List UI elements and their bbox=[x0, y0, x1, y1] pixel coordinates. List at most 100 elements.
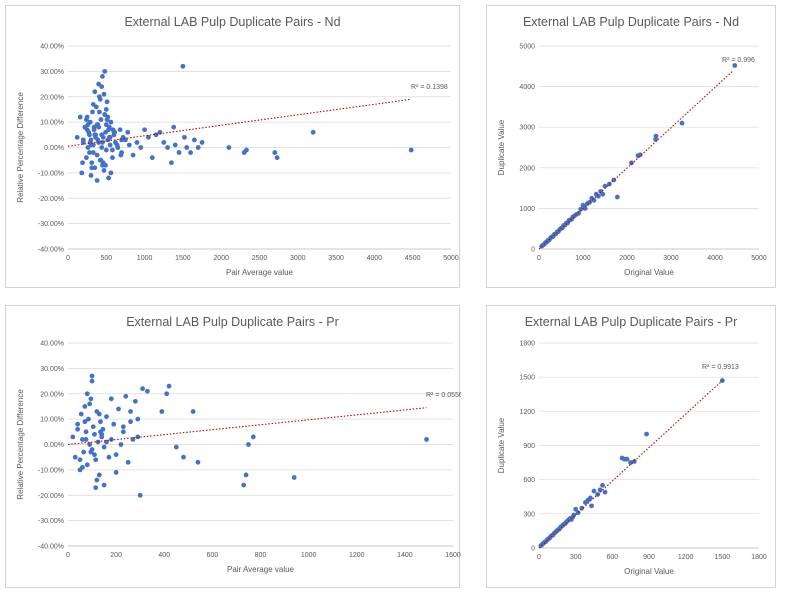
nd-duplicate-x-tick-label: 2000 bbox=[619, 255, 635, 262]
nd-rpd-data-point bbox=[88, 173, 94, 178]
nd-rpd-data-point bbox=[87, 132, 92, 138]
nd-rpd-data-point bbox=[310, 129, 316, 135]
nd-rpd-x-tick-label: 0 bbox=[66, 255, 70, 262]
pr-rpd-data-point bbox=[82, 404, 88, 409]
pr-duplicate-y-tick-label: 900 bbox=[523, 443, 535, 450]
pr-rpd-data-point bbox=[94, 477, 100, 483]
pr-rpd-data-point bbox=[159, 409, 165, 414]
nd-duplicate-data-point bbox=[653, 133, 659, 139]
nd-rpd-data-point bbox=[169, 160, 174, 166]
nd-rpd-data-point bbox=[99, 145, 105, 150]
pr-duplicate-y-tick-label: 600 bbox=[523, 477, 535, 484]
nd-rpd-y-tick-label: -10.00% bbox=[38, 170, 64, 177]
pr-rpd-data-point bbox=[101, 444, 107, 450]
pr-rpd-data-point bbox=[120, 424, 126, 430]
pr-rpd-data-point bbox=[116, 406, 121, 412]
pr-duplicate-data-point bbox=[719, 378, 725, 383]
nd-rpd-x-tick-label: 3000 bbox=[290, 255, 306, 262]
nd-duplicate-data-point bbox=[679, 120, 685, 126]
nd-rpd-x-tick-label: 3500 bbox=[328, 255, 344, 262]
nd-rpd-chart-title: External LAB Pulp Duplicate Pairs - Nd bbox=[124, 15, 341, 29]
pr-rpd-data-point bbox=[164, 391, 170, 397]
pr-rpd-data-point bbox=[77, 457, 83, 463]
pr-rpd-data-point bbox=[128, 409, 133, 414]
nd-rpd-data-point bbox=[106, 127, 111, 133]
nd-rpd-data-point bbox=[83, 155, 89, 161]
nd-rpd-data-point bbox=[161, 140, 167, 145]
pr-rpd-data-point bbox=[128, 419, 133, 425]
nd-rpd-data-point bbox=[134, 140, 140, 145]
nd-duplicate-chart-panel: External LAB Pulp Duplicate Pairs - Nd 0… bbox=[486, 5, 776, 288]
nd-rpd-data-point bbox=[119, 137, 125, 143]
pr-rpd-x-tick-label: 0 bbox=[66, 552, 70, 559]
pr-rpd-data-point bbox=[92, 431, 97, 437]
pr-duplicate-y-tick-label: 300 bbox=[523, 511, 535, 518]
nd-rpd-data-point bbox=[87, 150, 92, 155]
pr-duplicate-x-tick-label: 1500 bbox=[715, 554, 731, 561]
pr-rpd-data-point bbox=[113, 470, 119, 475]
nd-rpd-data-point bbox=[138, 145, 144, 150]
pr-rpd-data-point bbox=[108, 396, 114, 402]
nd-rpd-data-point bbox=[117, 127, 123, 133]
nd-rpd-y-tick-label: 0.00% bbox=[44, 145, 64, 152]
pr-rpd-data-point bbox=[87, 442, 93, 447]
pr-duplicate-y-tick-label: 1500 bbox=[519, 375, 535, 382]
pr-rpd-data-point bbox=[195, 459, 201, 465]
nd-rpd-chart-panel: External LAB Pulp Duplicate Pairs - Nd -… bbox=[5, 5, 460, 288]
pr-duplicate-chart-title: External LAB Pulp Duplicate Pairs - Pr bbox=[524, 315, 738, 329]
nd-rpd-data-point bbox=[176, 150, 182, 155]
pr-duplicate-x-tick-label: 0 bbox=[537, 554, 541, 561]
nd-rpd-data-point bbox=[272, 150, 278, 155]
nd-duplicate-x-tick-label: 5000 bbox=[751, 255, 767, 262]
nd-rpd-data-point bbox=[103, 162, 108, 168]
pr-rpd-data-point bbox=[96, 411, 102, 417]
nd-rpd-x-tick-label: 4000 bbox=[367, 255, 383, 262]
pr-duplicate-y-tick-label: 1200 bbox=[519, 409, 535, 416]
nd-rpd-data-point bbox=[99, 132, 105, 138]
nd-rpd-data-point bbox=[180, 63, 186, 69]
pr-rpd-data-point bbox=[89, 373, 95, 379]
pr-rpd-data-point bbox=[140, 386, 145, 392]
nd-rpd-y-axis-label: Relative Percentage Difference bbox=[16, 92, 25, 203]
pr-rpd-data-point bbox=[98, 429, 103, 435]
pr-rpd-data-point bbox=[90, 424, 96, 430]
nd-rpd-data-point bbox=[195, 145, 201, 150]
nd-rpd-data-point bbox=[90, 101, 96, 107]
nd-duplicate-chart-title: External LAB Pulp Duplicate Pairs - Nd bbox=[522, 15, 740, 29]
nd-rpd-data-point bbox=[142, 127, 148, 133]
nd-rpd-y-tick-label: 20.00% bbox=[40, 94, 64, 101]
pr-rpd-data-point bbox=[83, 429, 89, 435]
pr-duplicate-r-squared-label: R² = 0.9913 bbox=[702, 364, 739, 371]
pr-duplicate-x-tick-label: 1800 bbox=[751, 554, 767, 561]
pr-rpd-x-tick-label: 200 bbox=[110, 552, 122, 559]
pr-rpd-data-point bbox=[75, 426, 81, 432]
nd-rpd-data-point bbox=[130, 152, 136, 158]
pr-rpd-chart-title: External LAB Pulp Duplicate Pairs - Pr bbox=[126, 315, 339, 329]
pr-rpd-data-point bbox=[424, 437, 429, 442]
nd-rpd-x-tick-label: 2500 bbox=[252, 255, 268, 262]
pr-rpd-r-squared-label: R² = 0.0556 bbox=[426, 392, 461, 399]
nd-rpd-data-point bbox=[77, 114, 83, 120]
nd-rpd-scatter-plot: -40.00% -30.00% -20.00% -10.00% 0.00% 10.00% 2… bbox=[16, 44, 459, 278]
nd-duplicate-y-tick-label: 1000 bbox=[519, 206, 535, 213]
nd-rpd-x-tick-label: 1000 bbox=[137, 255, 153, 262]
nd-rpd-data-point bbox=[103, 107, 109, 112]
nd-duplicate-data-point bbox=[732, 63, 738, 68]
pr-rpd-data-point bbox=[118, 442, 124, 447]
nd-duplicate-data-point bbox=[578, 206, 584, 212]
pr-duplicate-data-point bbox=[571, 512, 577, 518]
nd-rpd-y-tick-label: -30.00% bbox=[38, 221, 64, 228]
nd-rpd-data-point bbox=[114, 142, 120, 148]
pr-rpd-data-point bbox=[190, 409, 196, 414]
pr-rpd-data-point bbox=[80, 464, 85, 470]
nd-rpd-data-point bbox=[100, 74, 105, 79]
pr-rpd-data-point bbox=[87, 401, 93, 407]
nd-rpd-data-point bbox=[89, 160, 95, 166]
nd-rpd-data-point bbox=[101, 91, 107, 97]
nd-rpd-y-tick-label: 30.00% bbox=[40, 69, 64, 76]
nd-rpd-data-point bbox=[182, 134, 187, 140]
pr-rpd-data-point bbox=[70, 434, 76, 440]
pr-rpd-data-point bbox=[98, 419, 103, 425]
nd-rpd-data-point bbox=[79, 170, 85, 176]
pr-rpd-y-tick-label: -30.00% bbox=[38, 518, 64, 525]
